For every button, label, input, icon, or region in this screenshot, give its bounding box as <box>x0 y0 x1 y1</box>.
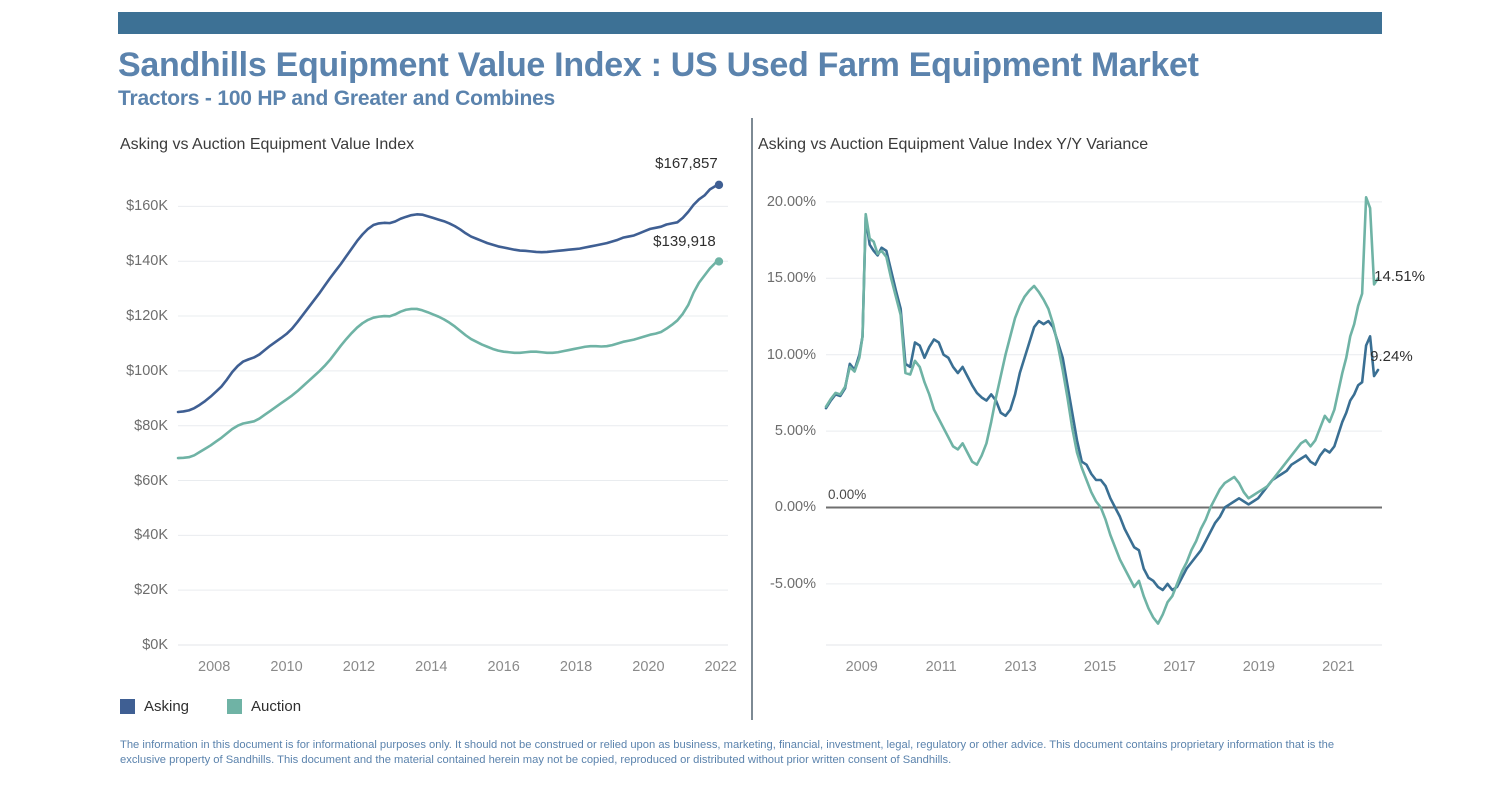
y-tick-label: -5.00% <box>770 575 816 592</box>
y-tick-label: $100K <box>126 362 168 379</box>
y-tick-label: $160K <box>126 198 168 215</box>
x-tick-label: 2021 <box>1322 659 1355 675</box>
right-auction-value-label: 14.51% <box>1374 267 1426 285</box>
disclaimer-text: The information in this document is for … <box>120 739 1335 766</box>
x-tick-label: 2015 <box>1083 659 1117 675</box>
left-y-axis-ticks: $0K $20K $40K $60K $80K $100K $120K $140K $160K <box>110 165 750 665</box>
x-tick-label: 2013 <box>1004 659 1037 675</box>
x-tick-label: 2018 <box>559 659 593 675</box>
left-chart-heading: Asking vs Auction Equipment Value Index <box>120 136 415 153</box>
x-tick-label: 2010 <box>270 659 303 675</box>
right-chart-panel: -5.00% 0.00% 5.00% 10.00% 15.00% 20.00% 2009 2… <box>760 165 1425 675</box>
page-subtitle: Tractors - 100 HP and Greater and Combin… <box>118 87 556 110</box>
legend-item-auction[interactable]: Auction <box>227 698 301 715</box>
x-tick-label: 2011 <box>925 659 957 675</box>
x-tick-label: 2008 <box>198 659 231 675</box>
right-y-axis-ticks: -5.00% 0.00% 5.00% 10.00% 15.00% 20.00% <box>760 165 1390 665</box>
right-x-axis-ticks: 2009 2011 2013 2015 2017 2019 2021 <box>760 659 1390 689</box>
y-tick-label: 15.00% <box>766 270 816 287</box>
y-tick-label: 10.00% <box>766 346 816 363</box>
x-tick-label: 2016 <box>487 659 520 675</box>
page-title: Sandhills Equipment Value Index : US Use… <box>118 46 1199 84</box>
header-accent-bar <box>118 12 1382 34</box>
legend-label: Auction <box>251 698 302 715</box>
zero-reference-line-label: 0.00% <box>828 487 867 503</box>
left-chart-panel: $0K $20K $40K $60K $80K $100K $120K $140K $160K … <box>110 155 750 675</box>
panel-divider <box>751 118 753 720</box>
x-tick-label: 2014 <box>415 659 448 675</box>
y-tick-label: 20.00% <box>766 193 816 210</box>
x-tick-label: 2020 <box>632 659 665 675</box>
y-tick-label: $120K <box>126 308 168 325</box>
x-tick-label: 2017 <box>1163 659 1196 675</box>
y-tick-label: $20K <box>134 582 168 599</box>
legend-swatch-icon <box>120 699 135 714</box>
legend-label: Asking <box>144 698 190 715</box>
left-asking-value-label: $167,857 <box>655 154 718 172</box>
y-tick-label: $40K <box>134 527 168 544</box>
legend-swatch-icon <box>227 699 243 714</box>
right-asking-value-label: 9.24% <box>1370 348 1413 366</box>
x-tick-label: 2022 <box>704 659 737 675</box>
left-x-axis-ticks: 2008 2010 2012 2014 2016 2018 2020 2022 <box>110 659 750 689</box>
legend-item-asking[interactable]: Asking <box>120 698 189 715</box>
x-tick-label: 2009 <box>845 659 878 675</box>
right-chart-heading: Asking vs Auction Equipment Value Index … <box>758 136 1149 153</box>
x-tick-label: 2012 <box>342 659 376 675</box>
y-tick-label: $140K <box>126 253 168 270</box>
left-auction-value-label: $139,918 <box>653 233 716 251</box>
y-tick-label: $60K <box>134 472 168 489</box>
y-tick-label: 0.00% <box>774 499 816 516</box>
y-tick-label: $0K <box>142 637 168 653</box>
chart-legend: Asking Auction <box>120 698 301 715</box>
right-chart-plot <box>760 165 1390 665</box>
x-tick-label: 2019 <box>1242 659 1276 675</box>
left-chart-plot <box>110 165 750 665</box>
y-tick-label: 5.00% <box>774 423 816 440</box>
y-tick-label: $80K <box>134 417 168 434</box>
